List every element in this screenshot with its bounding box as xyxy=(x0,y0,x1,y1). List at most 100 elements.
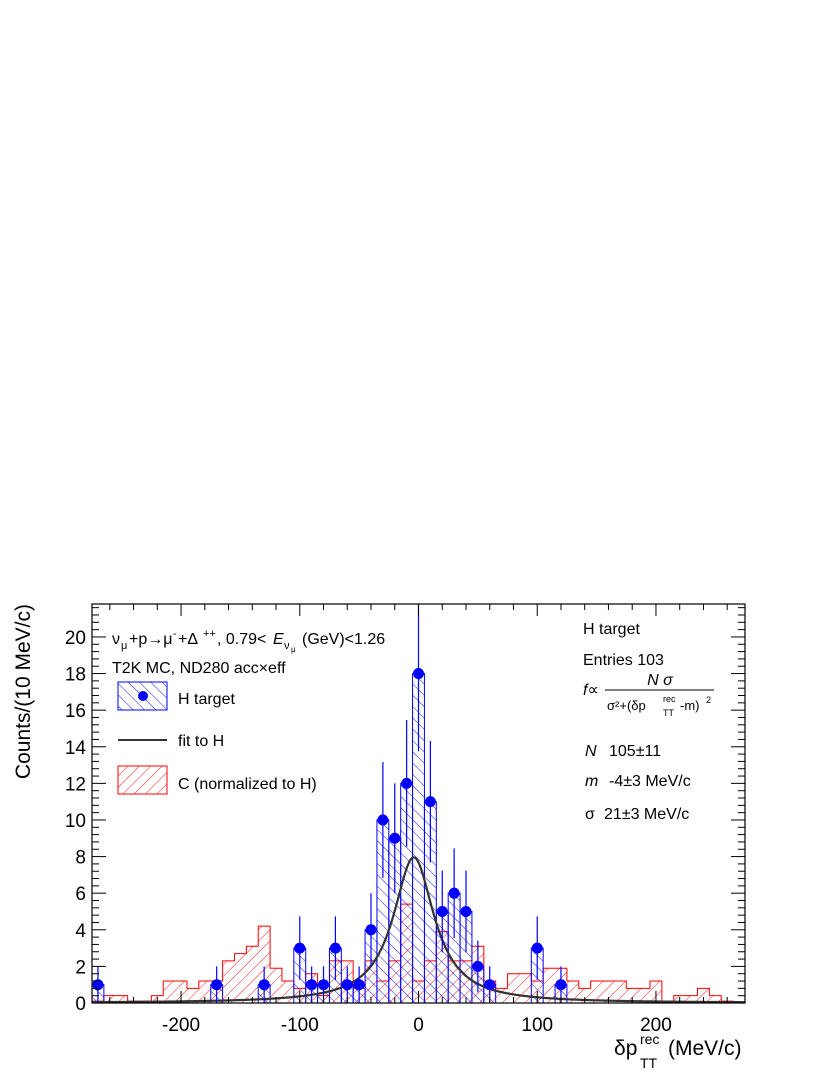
svg-text:C (normalized to H): C (normalized to H) xyxy=(178,776,317,793)
svg-text:fit to H: fit to H xyxy=(178,733,224,750)
data-point xyxy=(258,966,270,1003)
point-marker xyxy=(389,832,401,844)
y-tick-label: 6 xyxy=(75,884,86,905)
point-marker xyxy=(377,814,389,826)
data-point xyxy=(306,966,318,1003)
point-marker xyxy=(306,979,318,991)
data-point xyxy=(460,870,472,953)
carbon-bar xyxy=(602,981,615,1003)
carbon-bar xyxy=(519,973,532,1003)
carbon-bar xyxy=(626,988,639,1003)
svg-text:++: ++ xyxy=(203,628,216,640)
svg-text:-m): -m) xyxy=(680,698,700,713)
svg-text:rec: rec xyxy=(640,1031,659,1047)
fit-curve xyxy=(92,856,745,1003)
stats-formula: f∝ N σ σ²+(δp rec TT -m) 2 xyxy=(583,672,714,718)
x-tick-label: 200 xyxy=(640,1015,672,1036)
y-tick-label: 16 xyxy=(65,701,86,722)
x-tick-label: -200 xyxy=(162,1015,200,1036)
y-tick-label: 8 xyxy=(75,848,86,869)
carbon-bar xyxy=(566,981,579,1003)
carbon-bar xyxy=(507,973,520,1003)
hydrogen-data-points xyxy=(92,604,567,1003)
svg-text:, 0.79<: , 0.79< xyxy=(217,631,266,648)
point-marker xyxy=(329,942,341,954)
svg-text:ν: ν xyxy=(112,631,120,648)
point-marker xyxy=(353,979,365,991)
carbon-bar xyxy=(685,995,698,1003)
legend-entry-fit: fit to H xyxy=(118,733,224,750)
svg-text:μ: μ xyxy=(291,645,296,654)
point-marker xyxy=(294,942,306,954)
point-marker xyxy=(258,979,270,991)
carbon-bar xyxy=(163,981,176,1003)
point-marker xyxy=(211,979,223,991)
svg-text:δp: δp xyxy=(614,1037,637,1060)
carbon-bar xyxy=(198,981,211,1003)
data-point xyxy=(211,966,223,1003)
data-point xyxy=(329,916,341,980)
reaction-label: ν μ +p→μ - +Δ ++ , 0.79< E ν μ (GeV)<1.2… xyxy=(112,628,385,654)
stats-param-m: m -4±3 MeV/c xyxy=(585,773,691,790)
point-marker xyxy=(531,942,543,954)
point-marker xyxy=(413,668,424,680)
stats-param-n: N 105±11 xyxy=(585,743,661,760)
carbon-bar xyxy=(697,988,710,1003)
point-marker xyxy=(448,887,460,899)
x-tick-label: 100 xyxy=(521,1015,553,1036)
y-tick-label: 2 xyxy=(75,957,86,978)
svg-text:-: - xyxy=(173,628,177,640)
svg-text:105±11: 105±11 xyxy=(609,743,661,760)
svg-text:m: m xyxy=(585,773,598,790)
svg-text:E: E xyxy=(273,631,284,648)
carbon-bar xyxy=(186,988,199,1003)
data-point xyxy=(353,966,365,1003)
svg-text:rec: rec xyxy=(663,694,676,704)
carbon-bar xyxy=(246,946,259,1003)
carbon-bar xyxy=(638,988,651,1003)
point-marker xyxy=(341,979,353,991)
point-marker xyxy=(401,777,413,789)
data-point xyxy=(424,740,436,863)
y-tick-label: 20 xyxy=(65,628,86,649)
x-tick-label: -100 xyxy=(281,1015,319,1036)
x-tick-label: 0 xyxy=(413,1015,424,1036)
x-axis-title: δp rec TT (MeV/c) xyxy=(614,1031,742,1071)
data-point xyxy=(377,762,389,878)
point-marker xyxy=(365,924,377,936)
axes: -200 -100 0 100 200 0 2 4 6 8 10 12 14 16 18 20 xyxy=(65,604,745,1036)
data-point xyxy=(555,966,567,1003)
data-point xyxy=(341,966,353,1003)
data-point xyxy=(448,848,460,939)
fit-line xyxy=(92,856,745,1003)
carbon-bar xyxy=(543,968,556,1003)
data-point xyxy=(413,604,424,752)
svg-text:ν: ν xyxy=(284,640,290,652)
data-point xyxy=(389,783,401,894)
data-point xyxy=(294,916,306,980)
carbon-bar xyxy=(222,960,235,1003)
carbon-bar xyxy=(258,926,271,1003)
carbon-bar xyxy=(590,981,603,1003)
y-tick-label: 12 xyxy=(65,774,86,795)
point-marker xyxy=(555,979,567,991)
svg-text:N: N xyxy=(585,743,597,760)
legend-entry-h-target: H target xyxy=(117,681,235,711)
stats-title: H target xyxy=(583,621,640,638)
point-marker xyxy=(472,960,484,972)
legend-entry-carbon: C (normalized to H) xyxy=(117,765,317,795)
data-point xyxy=(436,870,448,953)
y-tick-label: 4 xyxy=(75,921,86,942)
carbon-bar xyxy=(103,995,128,1003)
data-point xyxy=(484,966,496,1003)
y-tick-label: 14 xyxy=(65,738,87,759)
y-tick-label: 10 xyxy=(65,811,86,832)
stats-param-sigma: σ 21±3 MeV/c xyxy=(585,806,689,823)
carbon-bar xyxy=(234,953,247,1003)
svg-text:μ: μ xyxy=(121,640,127,652)
stats-box: H target Entries 103 f∝ N σ σ²+(δp rec T… xyxy=(583,621,714,823)
svg-text:f∝: f∝ xyxy=(583,682,599,699)
y-tick-label: 0 xyxy=(75,994,86,1015)
point-marker xyxy=(484,979,496,991)
